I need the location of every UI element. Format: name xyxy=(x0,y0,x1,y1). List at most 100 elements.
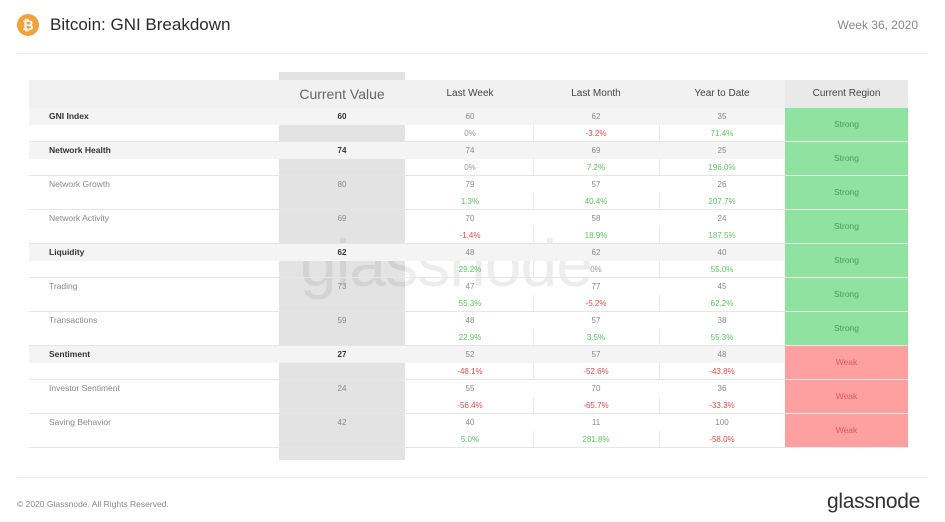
current-value: 27 xyxy=(337,350,347,359)
region-badge: Strong xyxy=(785,142,908,175)
row-label: Saving Behavior xyxy=(49,417,111,427)
current-value: 69 xyxy=(337,214,347,223)
row-label: GNI Index xyxy=(49,111,89,121)
last-week-value: 79 xyxy=(465,180,475,189)
last-week-change: 1.3% xyxy=(460,197,480,206)
ytd-change: 55.0% xyxy=(710,265,734,274)
last-week-value: 55 xyxy=(465,384,475,393)
last-week-change: 0% xyxy=(464,163,476,172)
header: ₿ Bitcoin: GNI Breakdown Week 36, 2020 xyxy=(0,0,945,54)
region-badge: Weak xyxy=(785,414,908,447)
column-header-current-value: Current Value xyxy=(299,86,385,102)
ytd-change: 196.0% xyxy=(708,163,736,172)
cell-divider xyxy=(533,261,534,278)
ytd-change: -58.0% xyxy=(709,435,735,444)
last-week-change: 55.3% xyxy=(458,299,482,308)
last-week-value: 47 xyxy=(465,282,475,291)
row-label: Liquidity xyxy=(49,247,85,257)
last-week-value: 74 xyxy=(465,146,475,155)
last-week-change: 29.2% xyxy=(458,265,482,274)
table-row: Trading 73 47 77 45 55.3% -5.2% 62.2% Strong xyxy=(29,278,908,312)
last-month-change: 40.4% xyxy=(584,197,608,206)
last-month-change: -52.6% xyxy=(583,367,609,376)
ytd-change: 55.3% xyxy=(710,333,734,342)
column-header-last-week: Last Week xyxy=(446,88,494,99)
last-week-value: 40 xyxy=(465,418,475,427)
table-row: GNI Index 60 60 62 35 0% -3.2% 71.4% Strong xyxy=(29,108,908,142)
ytd-change: 62.2% xyxy=(710,299,734,308)
table-row: Saving Behavior 42 40 11 100 5.0% 281.8% -58.0%… xyxy=(29,414,908,448)
cell-divider xyxy=(533,431,534,448)
ytd-change: 71.4% xyxy=(710,129,734,138)
region-badge: Strong xyxy=(785,108,908,141)
table-row: Network Growth 80 79 57 26 1.3% 40.4% 207.7% Str… xyxy=(29,176,908,210)
last-week-change: -56.4% xyxy=(457,401,483,410)
cell-divider xyxy=(659,329,660,346)
current-value: 73 xyxy=(337,282,347,291)
row-label: Sentiment xyxy=(49,349,91,359)
last-month-change: 3.5% xyxy=(586,333,606,342)
row-value-band xyxy=(29,108,785,125)
current-value: 80 xyxy=(337,180,347,189)
current-value: 24 xyxy=(337,384,347,393)
footer-divider xyxy=(17,477,928,478)
last-month-change: 18.9% xyxy=(584,231,608,240)
ytd-value: 35 xyxy=(717,112,727,121)
cell-divider xyxy=(659,261,660,278)
last-week-value: 70 xyxy=(465,214,475,223)
last-month-change: 0% xyxy=(590,265,602,274)
ytd-value: 36 xyxy=(717,384,727,393)
row-label: Network Health xyxy=(49,145,111,155)
table-header: Last Week Last Month Year to Date Curren… xyxy=(29,80,908,108)
current-value: 74 xyxy=(337,146,347,155)
last-month-value: 11 xyxy=(591,418,601,427)
table-row: Sentiment 27 52 57 48 -48.1% -52.6% -43.8% Weak xyxy=(29,346,908,380)
cell-divider xyxy=(533,193,534,210)
ytd-value: 48 xyxy=(717,350,727,359)
table-row: Network Activity 69 70 58 24 -1.4% 18.9% 187.5%… xyxy=(29,210,908,244)
ytd-change: -33.3% xyxy=(709,401,735,410)
cell-divider xyxy=(659,295,660,312)
ytd-value: 45 xyxy=(717,282,727,291)
last-month-value: 62 xyxy=(591,248,601,257)
last-month-value: 57 xyxy=(591,350,601,359)
region-badge: Strong xyxy=(785,278,908,311)
table-row: Liquidity 62 48 62 40 29.2% 0% 55.0% Strong xyxy=(29,244,908,278)
ytd-change: -43.8% xyxy=(709,367,735,376)
copyright-text: © 2020 Glassnode. All Rights Reserved. xyxy=(17,499,169,509)
cell-divider xyxy=(533,295,534,312)
cell-divider xyxy=(659,363,660,380)
region-badge: Strong xyxy=(785,312,908,345)
row-label: Transactions xyxy=(49,315,98,325)
row-label: Investor Sentiment xyxy=(49,383,120,393)
current-value: 60 xyxy=(337,112,347,121)
last-month-change: -3.2% xyxy=(585,129,607,138)
ytd-change: 187.5% xyxy=(708,231,736,240)
row-label: Network Growth xyxy=(49,179,110,189)
last-month-value: 57 xyxy=(591,180,601,189)
ytd-value: 100 xyxy=(715,418,729,427)
cell-divider xyxy=(659,431,660,448)
row-label: Trading xyxy=(49,281,78,291)
cell-divider xyxy=(533,227,534,244)
ytd-value: 26 xyxy=(717,180,727,189)
last-week-value: 48 xyxy=(465,316,475,325)
column-header-year-to-date: Year to Date xyxy=(694,88,750,99)
ytd-value: 24 xyxy=(717,214,727,223)
last-week-value: 48 xyxy=(465,248,475,257)
table-row: Investor Sentiment 24 55 70 36 -56.4% -65.7% -3… xyxy=(29,380,908,414)
current-value: 62 xyxy=(337,248,347,257)
table-row: Transactions 59 48 57 38 22.9% 3.5% 55.3% Strong xyxy=(29,312,908,346)
current-value-column-highlight xyxy=(279,72,405,460)
row-value-band xyxy=(29,244,785,261)
last-month-change: 7.2% xyxy=(586,163,606,172)
last-month-value: 57 xyxy=(591,316,601,325)
last-month-value: 62 xyxy=(591,112,601,121)
last-week-change: 22.9% xyxy=(458,333,482,342)
last-month-value: 70 xyxy=(591,384,601,393)
column-header-last-month: Last Month xyxy=(571,88,621,99)
row-label: Network Activity xyxy=(49,213,109,223)
region-badge: Weak xyxy=(785,346,908,379)
table-body: GNI Index 60 60 62 35 0% -3.2% 71.4% Strong Netwo… xyxy=(29,108,908,448)
last-week-change: -1.4% xyxy=(459,231,481,240)
